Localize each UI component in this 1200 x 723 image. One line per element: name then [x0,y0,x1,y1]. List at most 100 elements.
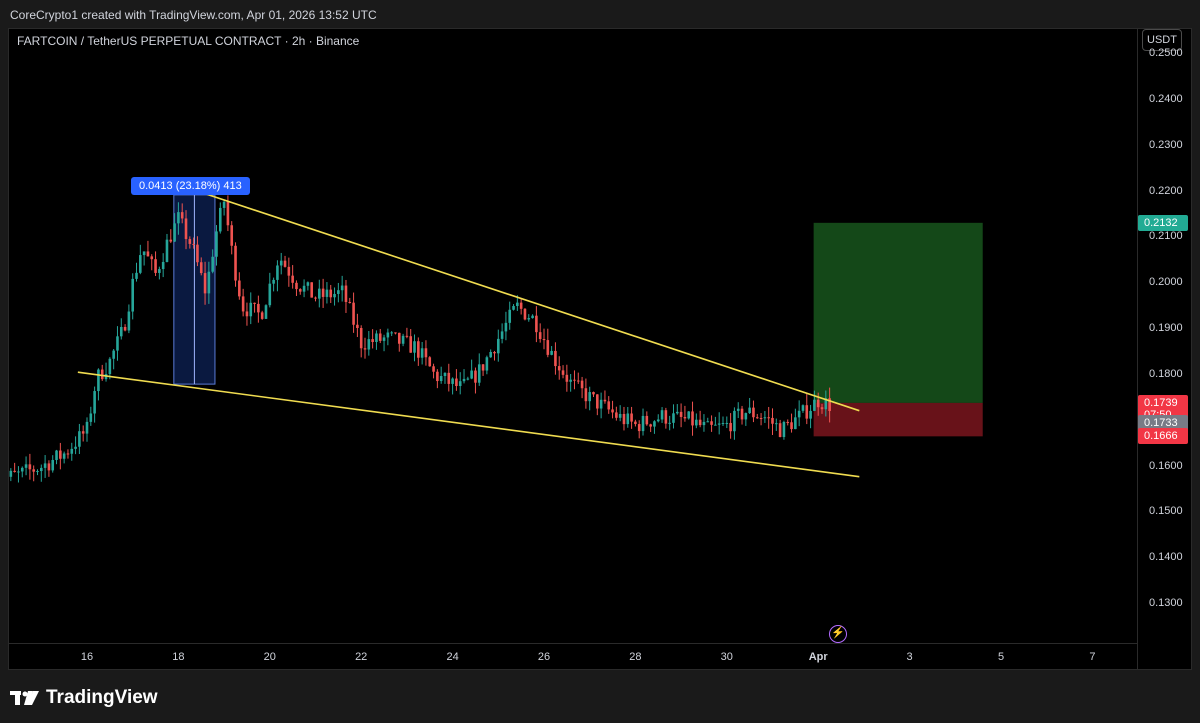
candle-body [9,470,13,477]
candle-body [55,450,58,461]
candle-body [196,244,199,263]
chart-canvas[interactable] [9,29,1193,671]
candle-body [588,392,591,402]
lightning-icon[interactable]: ⚡ [829,625,847,643]
candle-body [466,378,470,380]
candle-body [729,422,732,432]
candle-body [234,245,237,281]
candle-body [801,405,805,411]
candle-body [169,239,173,242]
candle-body [260,312,264,319]
candle-body [782,421,786,437]
candle-body [192,243,195,245]
trendline-lower [77,371,860,478]
candle-body [477,364,481,383]
candle-body [820,407,824,410]
candle-body [142,251,146,256]
candle-body [131,278,134,312]
candle-body [135,272,138,279]
symbol-title[interactable]: FARTCOIN / TetherUS PERPETUAL CONTRACT ·… [17,34,360,48]
candle-body [740,408,744,420]
candle-body [660,410,664,420]
chart-panel[interactable]: FARTCOIN / TetherUS PERPETUAL CONTRACT ·… [8,28,1192,670]
candle-body [535,315,538,333]
candle-body [302,285,306,292]
candle-body [348,302,352,304]
candle-body [173,223,176,242]
candle-body [736,408,740,411]
candle-body [744,413,748,420]
currency-button[interactable]: USDT [1142,29,1182,51]
price-tick-label: 0.2500 [1149,47,1183,60]
candle-body [238,280,241,297]
candle-body [272,279,275,284]
candle-body [428,357,432,367]
candle-body [710,421,713,425]
candle-body [43,463,47,468]
candle-body [318,288,321,299]
candle-body [596,394,599,409]
candle-body [352,302,355,325]
candle-body [81,431,85,434]
candle-body [470,370,473,379]
candle-body [436,371,439,382]
candle-body [527,318,531,320]
price-tick-label: 0.1600 [1149,459,1183,472]
candle-body [283,260,287,267]
candle-body [607,401,611,410]
price-tick-label: 0.2100 [1149,230,1183,243]
candle-body [512,306,515,310]
candle-body [653,421,656,427]
time-tick-label: 18 [172,651,185,663]
candle-body [683,416,687,419]
candle-body [291,275,294,283]
candle-body [51,460,55,471]
candle-body [279,260,283,266]
candle-body [618,413,622,418]
candle-body [150,256,154,260]
candle-body [268,283,272,306]
time-tick-label: 7 [1089,651,1096,663]
time-tick-label: 5 [997,651,1005,663]
candle-body [127,311,131,331]
candle-body [165,239,169,262]
candle-body [554,350,557,367]
time-tick-label: 16 [80,651,94,663]
candle-body [417,341,420,358]
candle-body [691,411,694,426]
candle-body [390,332,393,334]
candle-body [375,333,378,343]
time-tick-label: 24 [446,651,459,663]
candle-body [584,388,588,402]
candle-body [409,336,413,353]
trendline-upper [191,188,860,412]
candle-body [538,332,542,340]
candle-body [542,339,546,341]
candle-body [721,423,725,425]
candle-body [253,302,256,304]
candle-body [809,410,812,419]
candle-body [211,256,214,272]
candle-body [519,302,523,309]
candle-body [28,464,32,470]
candle-body [603,399,607,402]
candle-body [474,370,477,383]
candle-body [215,231,218,257]
candle-body [557,366,561,371]
candle-body [257,303,260,313]
candle-body [85,421,89,434]
candle-body [310,282,313,298]
time-tick-label: 26 [537,651,551,663]
candle-body [664,410,668,424]
candle-body [177,212,180,224]
candle-body [733,410,736,432]
tradingview-logo-icon [10,691,39,705]
candle-body [828,398,831,412]
candle-body [611,409,614,413]
tradingview-logo[interactable]: TradingView [10,687,158,709]
candle-body [805,405,809,419]
candle-body [20,467,24,472]
candle-body [668,422,671,424]
top-bar: CoreCrypto1 created with TradingView.com… [0,0,1200,28]
candle-body [230,225,234,246]
